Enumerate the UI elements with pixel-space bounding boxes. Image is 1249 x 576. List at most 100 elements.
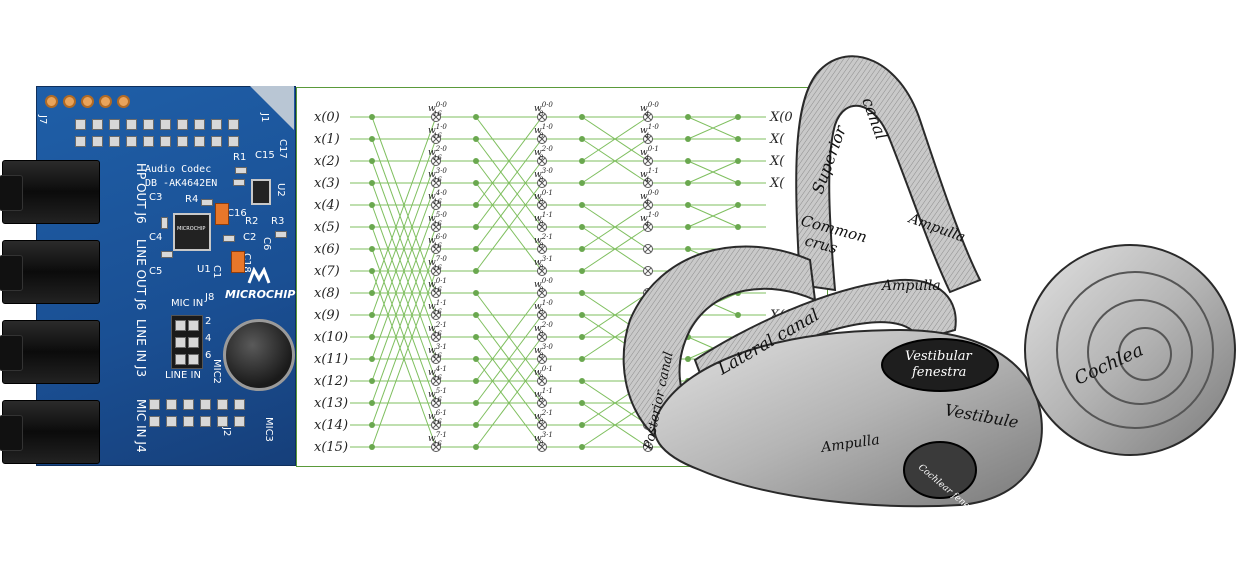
jumper-pin <box>188 354 199 365</box>
multiply-icon <box>431 332 441 342</box>
twiddle-stage1: w0·0 16 <box>428 101 447 118</box>
fft-node <box>685 114 691 120</box>
fft-edge <box>371 182 437 360</box>
multiply-icon <box>431 354 441 364</box>
multiply-icon <box>431 222 441 232</box>
header-pin <box>126 119 137 130</box>
fft-input-label: x(3) <box>314 176 340 191</box>
label-vestibular-1: Vestibular <box>905 349 973 364</box>
fft-node <box>579 290 585 296</box>
twiddle-stage1: w2·1 16 <box>428 321 447 338</box>
codec-ic: MICROCHIP <box>173 213 211 251</box>
multiply-icon <box>643 266 653 276</box>
fft-output-label: X( <box>769 132 785 147</box>
multiply-icon <box>431 244 441 254</box>
twiddle-stage2: w2·1 8 <box>534 409 553 426</box>
twiddle-stage1: w6·1 16 <box>428 409 447 426</box>
chip-marking: MICROCHIP <box>177 226 206 232</box>
header-pin <box>75 136 86 147</box>
fft-node <box>685 356 691 362</box>
fft-node <box>735 202 741 208</box>
cochlea-turn <box>1056 271 1214 429</box>
audio-jack-line-in[interactable] <box>0 320 100 384</box>
multiply-icon <box>537 244 547 254</box>
jack-barrel <box>0 415 23 451</box>
header-pin <box>217 399 228 410</box>
fft-edge <box>371 226 437 404</box>
fft-node <box>579 444 585 450</box>
header-pin <box>211 136 222 147</box>
header-pin <box>109 136 120 147</box>
multiply-icon <box>537 178 547 188</box>
fft-node <box>473 312 479 318</box>
fft-node <box>473 158 479 164</box>
audio-jack-hp-out[interactable] <box>0 160 100 224</box>
fft-edge <box>371 270 437 448</box>
pad <box>117 95 130 108</box>
multiply-icon <box>537 222 547 232</box>
header-pin <box>92 136 103 147</box>
jack-barrel <box>0 175 23 211</box>
fft-node <box>369 290 375 296</box>
jumper-pin-number: 4 <box>205 333 212 344</box>
ref-j7: J7 <box>37 115 48 125</box>
fft-node <box>579 268 585 274</box>
audio-jack-mic-in[interactable] <box>0 400 100 464</box>
fft-edge <box>581 138 649 184</box>
jumper-block[interactable] <box>171 315 203 369</box>
jumper-label-bottom: LINE IN <box>165 370 201 381</box>
fft-output-label: X( <box>769 154 785 169</box>
twiddle-stage1: w3·0 16 <box>428 167 447 184</box>
fft-node <box>473 400 479 406</box>
fft-node <box>579 158 585 164</box>
twiddle-stage2: w2·0 8 <box>534 321 553 338</box>
header-pin <box>143 136 154 147</box>
jumper-label-top: MIC IN <box>171 298 204 309</box>
fft-connections <box>350 116 766 448</box>
fft-node <box>369 202 375 208</box>
microphone-capsule <box>223 319 295 391</box>
tantalum-capacitor <box>231 251 245 273</box>
fft-edge <box>475 292 543 382</box>
audio-jack-line-out[interactable] <box>0 240 100 304</box>
ref-r2: R2 <box>245 216 259 227</box>
ref-c6: C6 <box>261 237 272 251</box>
inner-ear-illustration: Superior canal Common crus Ampulla Ampul… <box>622 55 1236 523</box>
fft-node <box>735 180 741 186</box>
fft-edge <box>581 116 649 162</box>
twiddle-stage2: w0·0 8 <box>534 101 553 118</box>
pad <box>63 95 76 108</box>
header-pin <box>149 399 160 410</box>
fft-output-label: X( <box>769 176 785 191</box>
fft-node <box>735 136 741 142</box>
fft-node <box>685 224 691 230</box>
twiddle-stage1: w6·0 16 <box>428 233 447 250</box>
fft-node <box>369 246 375 252</box>
header-pin <box>143 119 154 130</box>
header-pin <box>177 119 188 130</box>
ic-u2 <box>251 179 271 205</box>
fft-node <box>369 378 375 384</box>
multiply-icon <box>431 266 441 276</box>
fft-edge <box>475 358 543 448</box>
fft-node <box>473 246 479 252</box>
header-pin <box>183 416 194 427</box>
ref-u1: U1 <box>197 264 211 275</box>
fft-input-label: x(11) <box>314 352 348 367</box>
twiddle-stage1: w4·1 16 <box>428 365 447 382</box>
header-pin <box>75 119 86 130</box>
fft-node <box>473 334 479 340</box>
twiddle-stage1: w5·1 16 <box>428 387 447 404</box>
fft-input-label: x(5) <box>314 220 340 235</box>
ref-c2: C2 <box>243 232 257 243</box>
jumper-pin-number: 2 <box>205 316 212 327</box>
fft-node <box>369 114 375 120</box>
header-pin <box>160 119 171 130</box>
twiddle-stage1: w1·1 16 <box>428 299 447 316</box>
ref-mic3: MIC3 <box>263 417 274 442</box>
twiddle-stage2: w2·0 8 <box>534 145 553 162</box>
multiply-icon <box>537 398 547 408</box>
jumper-pin <box>188 320 199 331</box>
ref-c3: C3 <box>149 192 163 203</box>
resistor <box>201 199 213 206</box>
